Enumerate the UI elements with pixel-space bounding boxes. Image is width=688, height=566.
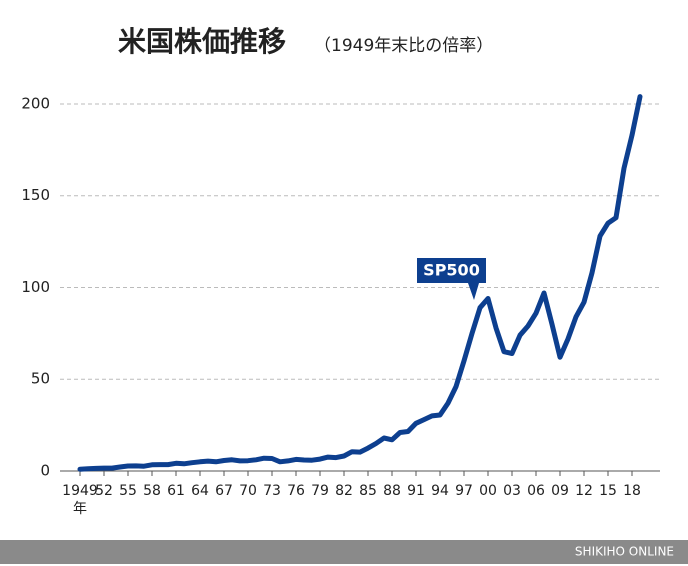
x-tick-label: 06 [527,483,545,499]
source: SHIKIHO ONLINE [575,545,674,559]
y-tick-label: 100 [21,278,50,296]
x-tick-label: 79 [311,483,329,499]
x-tick-label: 00 [479,483,497,499]
x-tick-label: 64 [191,483,209,499]
chart-subtitle: （1949年末比の倍率） [314,36,493,56]
y-tick-label: 50 [31,370,50,388]
x-unit: 年 [73,501,87,517]
x-tick-label: 09 [551,483,569,499]
annotation-box [417,258,486,300]
footer-bar [0,540,688,564]
y-tick-label: 150 [21,186,50,204]
x-tick-label: 67 [215,483,233,499]
x-tick-label: 55 [119,483,137,499]
x-tick-label: 15 [599,483,617,499]
x-tick-label: 76 [287,483,305,499]
chart-title: 米国株価推移 [118,25,286,58]
x-tick-label: 91 [407,483,425,499]
annotation: SP500 [423,261,480,280]
x-tick-label: 88 [383,483,401,499]
x-tick-label: 03 [503,483,521,499]
y-tick-label: 0 [40,462,50,480]
series-line [77,94,643,472]
x-tick-label: 97 [455,483,473,499]
x-tick-label: 94 [431,483,449,499]
x-tick-label: 58 [143,483,161,499]
x-tick-label: 82 [335,483,353,499]
y-tick-label: 200 [21,94,50,112]
x-tick-label: 1949 [62,483,98,499]
x-tick-label: 70 [239,483,257,499]
x-tick-label: 52 [95,483,113,499]
x-tick-label: 12 [575,483,593,499]
x-tick-label: 18 [623,483,641,499]
x-tick-label: 85 [359,483,377,499]
x-tick-label: 73 [263,483,281,499]
x-tick-label: 61 [167,483,185,499]
